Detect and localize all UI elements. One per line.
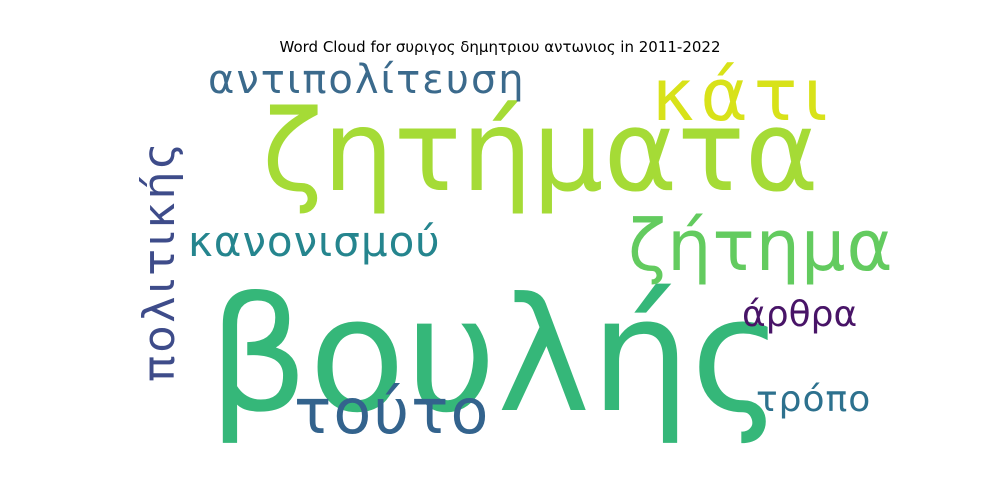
word-kati: κάτι — [652, 53, 834, 137]
word-kanonismou: κανονισμού — [188, 217, 441, 266]
word-touto: τούτο — [294, 375, 490, 448]
word-vouli: βουλής — [208, 264, 783, 448]
figure-title: Word Cloud for συριγος δημητριου αντωνιο… — [279, 38, 721, 56]
word-zitimata: ζητήματα — [262, 87, 819, 217]
word-arthra: άρθρα — [742, 294, 857, 335]
word-zitima: ζήτημα — [628, 205, 894, 287]
word-politikis: πολιτικής — [134, 140, 185, 382]
word-tropo: τρόπο — [756, 379, 871, 420]
word-antipoliteusi: αντιπολίτευση — [208, 57, 526, 103]
